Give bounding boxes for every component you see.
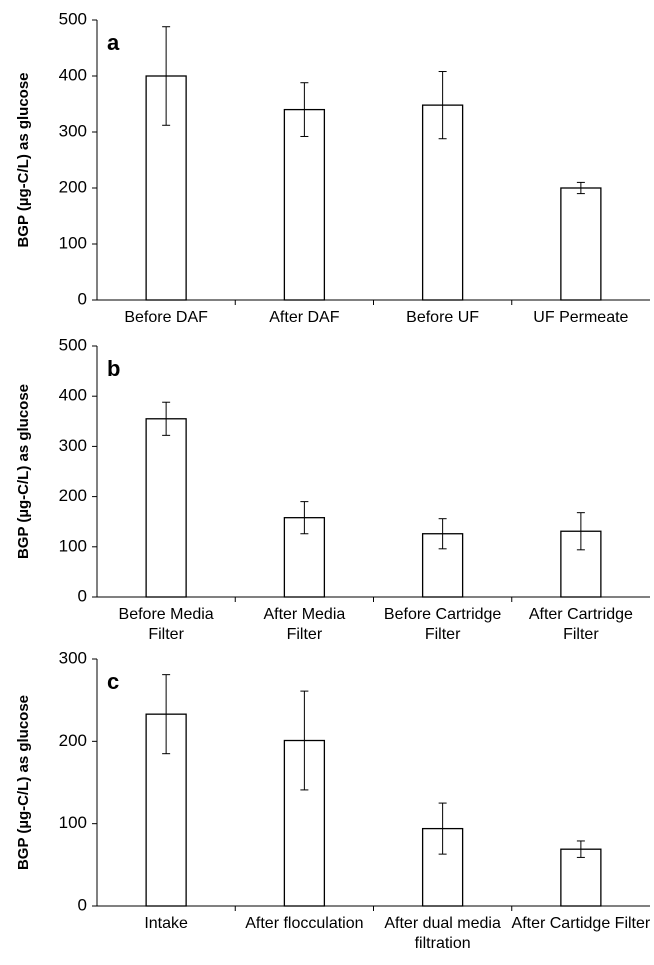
y-tick-label: 500 (59, 335, 87, 354)
x-tick-label: Before Cartridge Filter (383, 606, 502, 643)
bar (283, 108, 326, 301)
y-tick-label: 300 (59, 121, 87, 140)
x-tick-label: After Media Filter (263, 606, 346, 643)
y-tick-label: 100 (59, 813, 87, 832)
x-tick-label: UF Permeate (533, 309, 629, 326)
y-tick-label: 200 (59, 731, 87, 750)
x-tick-label: After dual media filtration (384, 915, 501, 952)
x-tick-label: Before Media Filter (118, 606, 214, 643)
x-tick-label: Before UF (406, 309, 480, 326)
bar (560, 187, 602, 301)
y-axis-label: BGP (µg-C/L) as glucose (15, 695, 32, 870)
y-tick-label: 100 (59, 233, 87, 252)
y-tick-label: 300 (59, 648, 87, 667)
y-tick-label: 0 (78, 289, 87, 308)
y-tick-label: 100 (59, 536, 87, 555)
x-tick-label: Before DAF (124, 309, 208, 326)
y-tick-label: 300 (59, 436, 87, 455)
y-tick-label: 400 (59, 65, 87, 84)
x-tick-label: Intake (144, 915, 188, 932)
y-tick-label: 500 (59, 9, 87, 28)
bar (421, 533, 464, 598)
x-tick-label: After Cartridge Filter (528, 606, 633, 643)
x-tick-label: After flocculation (245, 915, 364, 932)
y-tick-label: 400 (59, 386, 87, 405)
x-tick-label: After Cartidge Filter (511, 915, 651, 932)
y-tick-label: 0 (78, 895, 87, 914)
bar (145, 418, 187, 598)
y-tick-label: 0 (78, 586, 87, 605)
x-tick-label: After DAF (269, 309, 340, 326)
bar (560, 848, 602, 907)
y-axis-label: BGP (µg-C/L) as glucose (15, 384, 32, 559)
panel-label: a (107, 30, 120, 55)
y-tick-label: 200 (59, 486, 87, 505)
y-tick-label: 200 (59, 177, 87, 196)
y-axis-label: BGP (µg-C/L) as glucose (15, 72, 32, 247)
panel-label: b (107, 356, 120, 381)
panel-label: c (107, 669, 119, 694)
